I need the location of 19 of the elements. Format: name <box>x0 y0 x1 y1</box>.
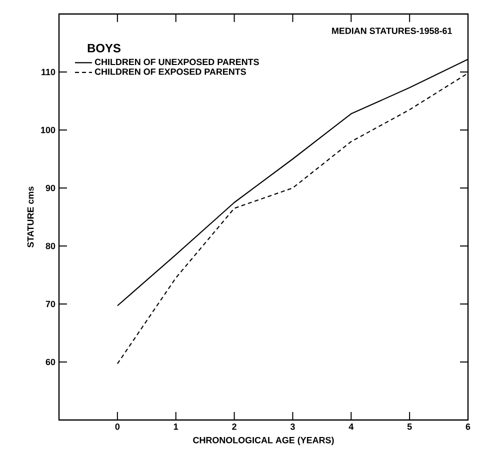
x-tick-label: 6 <box>466 424 470 430</box>
text: MEDIAN STATURES-1958-61 <box>332 28 452 34</box>
y-tick-label: 100 <box>41 126 56 134</box>
y-tick-label: 110 <box>42 68 56 76</box>
legend-label: CHILDREN OF UNEXPOSED PARENTS <box>94 58 259 66</box>
x-tick-label: 5 <box>407 424 412 430</box>
x-axis-title: CHRONOLOGICAL AGE (YEARS) <box>193 436 334 446</box>
y-tick-label: 60 <box>46 358 56 366</box>
x-tick-label: 3 <box>290 424 295 430</box>
x-tick-label: 4 <box>348 424 354 430</box>
legend-label: CHILDREN OF EXPOSED PARENTS <box>94 68 246 75</box>
x-tick-label: 1 <box>174 424 178 430</box>
y-tick-label: 90 <box>46 184 56 192</box>
y-tick-label: 70 <box>46 300 56 308</box>
y-axis-title: STATURE cms <box>27 186 34 248</box>
x-tick-label: 0 <box>115 424 120 430</box>
y-tick-label: 80 <box>46 242 56 250</box>
x-tick-label: 2 <box>232 424 236 430</box>
legend-title: BOYS <box>88 44 120 52</box>
